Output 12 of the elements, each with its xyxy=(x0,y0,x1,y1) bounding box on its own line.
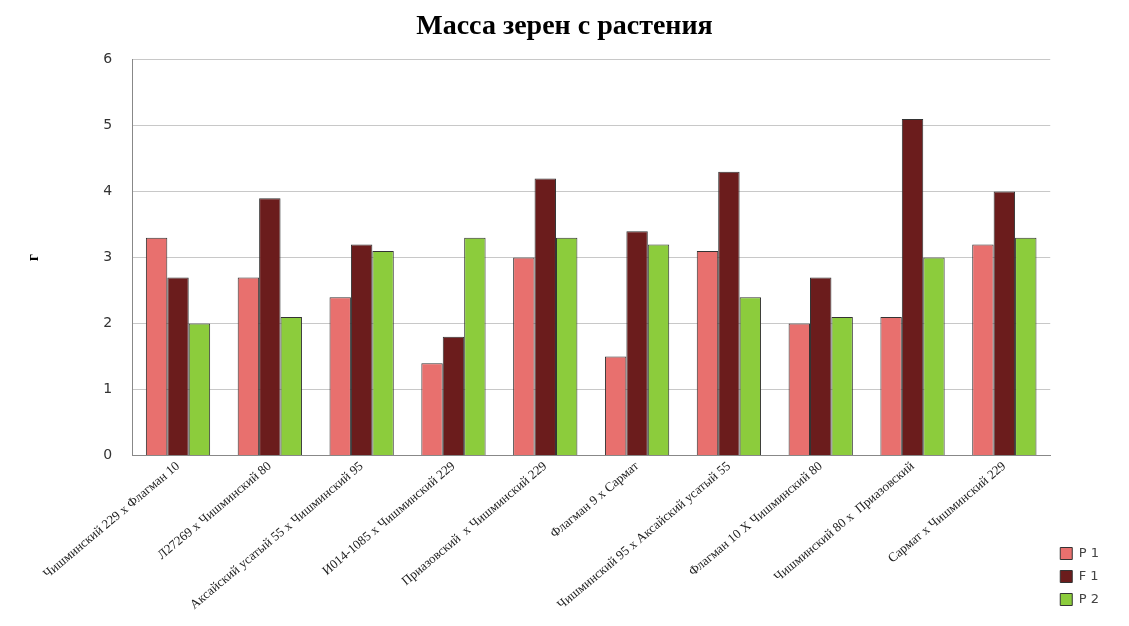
y-axis-title: г xyxy=(23,253,41,262)
y-tick-label: 3 xyxy=(103,248,113,265)
y-tick-label: 4 xyxy=(103,182,113,199)
y-tick-label: 5 xyxy=(103,116,113,133)
chart-title: Масса зерен с растения xyxy=(416,9,713,41)
legend-label: P 2 xyxy=(1078,590,1100,606)
y-tick-label: 6 xyxy=(103,50,113,67)
y-tick-label: 2 xyxy=(103,314,113,331)
y-tick-label: 1 xyxy=(103,380,113,397)
legend-label: F 1 xyxy=(1078,567,1099,583)
y-tick-label: 0 xyxy=(103,446,113,463)
legend-label: P 1 xyxy=(1078,544,1100,560)
